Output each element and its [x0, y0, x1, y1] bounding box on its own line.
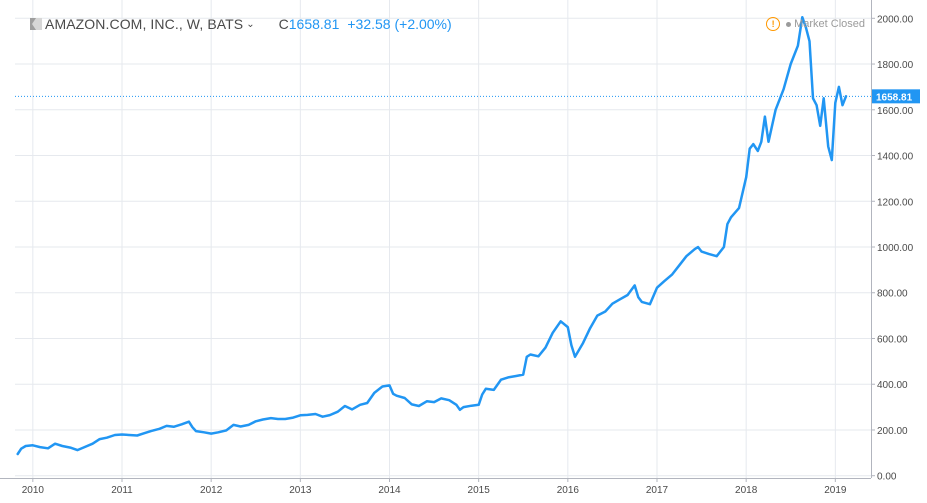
warning-circle-icon[interactable]: ! [766, 17, 781, 31]
chart-plot-area[interactable] [15, 15, 871, 456]
y-tick-label: 1600.00 [877, 106, 914, 117]
y-tick-label: 800.00 [877, 289, 908, 300]
y-tick-label: 2000.00 [877, 14, 914, 25]
y-tick-label: 1400.00 [877, 152, 914, 163]
x-tick-label: 2019 [824, 485, 847, 496]
y-tick-label: 200.00 [877, 426, 908, 437]
chart-grid [15, 0, 871, 478]
market-status-label: Market Closed [794, 18, 865, 30]
x-tick-label: 2014 [378, 485, 401, 496]
market-status: ! Market Closed [766, 17, 865, 31]
y-tick-label: 1000.00 [877, 243, 914, 254]
close-value: 1658.81 [288, 16, 340, 32]
last-price-tag [872, 89, 920, 104]
x-tick-label: 2018 [735, 485, 758, 496]
x-tick-label: 2013 [289, 485, 312, 496]
x-tick-label: 2015 [468, 485, 491, 496]
y-tick-label: 600.00 [877, 334, 908, 345]
y-tick-label: 1800.00 [877, 60, 914, 71]
price-series-line[interactable] [16, 15, 848, 456]
price-change: +32.58 (+2.00%) [347, 16, 452, 32]
x-tick-label: 2011 [111, 485, 133, 496]
chart-legend-header: AMAZON.COM, INC., W, BATS ⌄ C 1658.81 +3… [30, 14, 452, 34]
bar-flag-icon [30, 18, 42, 30]
y-tick-label: 0.00 [877, 472, 897, 483]
close-label: C [278, 16, 289, 32]
y-tick-label: 400.00 [877, 380, 908, 391]
chart-axes: 0.00 200.00 400.00 600.00 800.00 1000.00 1200.… [0, 0, 920, 496]
symbol-name[interactable]: AMAZON.COM, INC., W, BATS [45, 16, 244, 32]
x-tick-label: 2010 [22, 485, 45, 496]
x-tick-label: 2017 [646, 485, 669, 496]
status-dot [786, 21, 792, 27]
last-price-label: 1658.81 [876, 92, 913, 103]
ohlc-values: C 1658.81 +32.58 (+2.00%) [279, 16, 452, 32]
x-tick-label: 2012 [200, 485, 223, 496]
x-tick-label: 2016 [557, 485, 580, 496]
y-tick-label: 1200.00 [877, 197, 914, 208]
chevron-down-icon[interactable]: ⌄ [246, 18, 255, 30]
